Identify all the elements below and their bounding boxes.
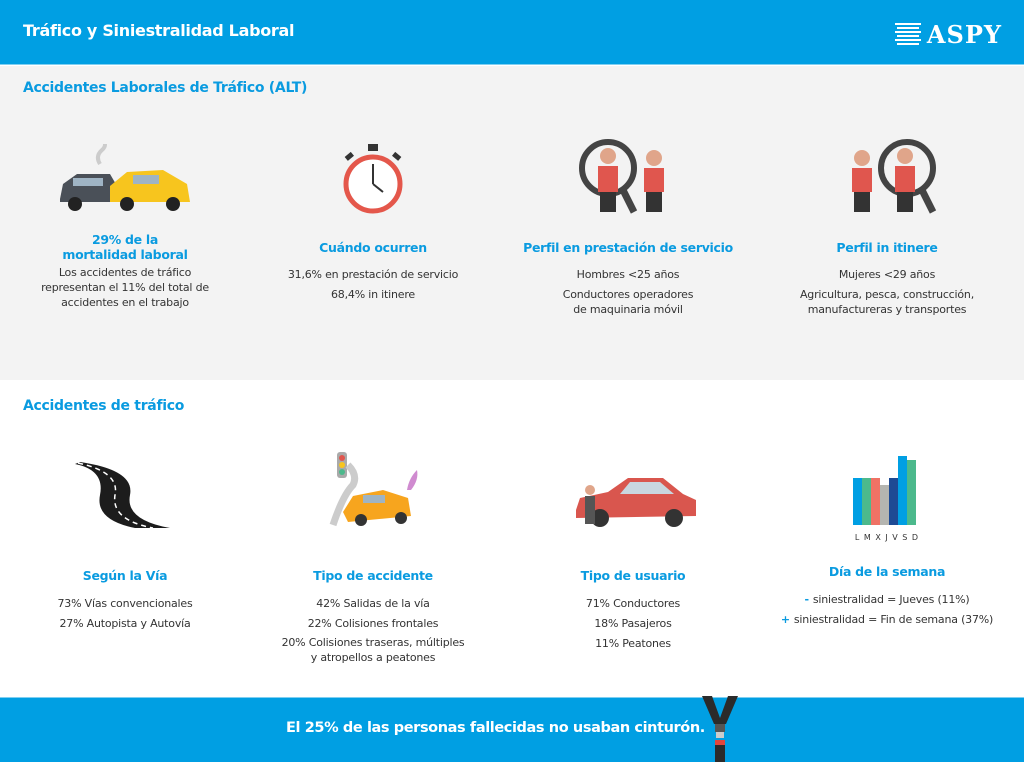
red-car-icon bbox=[513, 450, 753, 530]
logo-text: ASPY bbox=[926, 20, 1002, 49]
people-magnifier-icon bbox=[508, 134, 748, 214]
seatbelt-icon bbox=[702, 696, 738, 762]
item-text: 20% Colisiones traseras, múltiples y atr… bbox=[281, 636, 465, 664]
item-title: 29% de la mortalidad laboral bbox=[62, 232, 188, 262]
item-text: Los accidentes de tráfico representan el… bbox=[41, 266, 209, 309]
item-text: 31,6% en prestación de servicio bbox=[287, 268, 459, 281]
item-text: 42% Salidas de la vía bbox=[316, 597, 430, 610]
item-text: 73% Vías convencionales bbox=[57, 597, 193, 610]
item-text: Agricultura, pesca, construcción, manufa… bbox=[799, 288, 974, 316]
page-title: Tráfico y Siniestralidad Laboral bbox=[23, 21, 295, 40]
weekday-letters: L M X J V S D bbox=[854, 533, 920, 542]
footer-banner: El 25% de las personas fallecidas no usa… bbox=[0, 696, 1024, 762]
alt-when: Cuándo ocurren 31,6% en prestación de se… bbox=[253, 134, 493, 302]
item-text: 27% Autopista y Autovía bbox=[59, 617, 191, 630]
alt-profile-service: Perfil en prestación de servicio Hombres… bbox=[508, 134, 748, 317]
item-text: Mujeres <29 años bbox=[838, 268, 936, 281]
section-title: Accidentes de tráfico bbox=[23, 398, 185, 414]
traffic-type: Tipo de accidente 42% Salidas de la vía … bbox=[253, 450, 493, 665]
item-title: Tipo de accidente bbox=[313, 568, 433, 583]
item-text: 71% Conductores bbox=[585, 597, 681, 610]
car-crash-icon bbox=[5, 134, 245, 214]
item-text: Conductores operadores de maquinaria móv… bbox=[562, 288, 694, 316]
item-text: Hombres <25 años bbox=[576, 268, 680, 281]
item-text: 11% Peatones bbox=[595, 637, 671, 650]
item-text: siniestralidad = Fin de semana (37%) bbox=[793, 613, 994, 626]
people-magnifier-icon bbox=[767, 134, 1007, 214]
item-title: Perfil in itinere bbox=[836, 240, 938, 255]
road-icon bbox=[5, 450, 245, 530]
traffic-section: Accidentes de tráfico Según la Vía 73% V… bbox=[0, 380, 1024, 697]
section-title: Accidentes Laborales de Tráfico (ALT) bbox=[23, 80, 308, 96]
crashed-car-icon bbox=[253, 450, 493, 530]
item-text: 68,4% in itinere bbox=[331, 288, 415, 301]
item-title: Cuándo ocurren bbox=[319, 240, 427, 255]
item-text: 22% Colisiones frontales bbox=[307, 617, 439, 630]
alt-profile-commute: Perfil in itinere Mujeres <29 años Agric… bbox=[767, 134, 1007, 317]
item-title: Perfil en prestación de servicio bbox=[523, 240, 733, 255]
item-text: siniestralidad = Jueves (11%) bbox=[812, 593, 970, 606]
item-title: Día de la semana bbox=[828, 564, 946, 579]
alt-mortality: 29% de la mortalidad laboral Los acciden… bbox=[5, 134, 245, 310]
traffic-user: Tipo de usuario 71% Conductores 18% Pasa… bbox=[513, 450, 753, 651]
footer-message: El 25% de las personas fallecidas no usa… bbox=[286, 720, 705, 736]
minus-sign: - bbox=[804, 593, 809, 606]
logo-stripes-icon bbox=[894, 22, 921, 45]
aspy-logo: ASPY bbox=[894, 20, 1002, 49]
alt-section: Accidentes Laborales de Tráfico (ALT) 29… bbox=[0, 66, 1024, 380]
item-text: 18% Pasajeros bbox=[594, 617, 672, 630]
weekday-bars-icon bbox=[767, 450, 1007, 530]
traffic-weekday: L M X J V S D Día de la semana - siniestr… bbox=[767, 450, 1007, 627]
plus-sign: + bbox=[780, 613, 790, 626]
header: Tráfico y Siniestralidad Laboral ASPY bbox=[0, 0, 1024, 65]
item-title: Tipo de usuario bbox=[580, 568, 686, 583]
traffic-road: Según la Vía 73% Vías convencionales 27%… bbox=[5, 450, 245, 631]
stopwatch-icon bbox=[253, 134, 493, 214]
item-title: Según la Vía bbox=[82, 568, 168, 583]
